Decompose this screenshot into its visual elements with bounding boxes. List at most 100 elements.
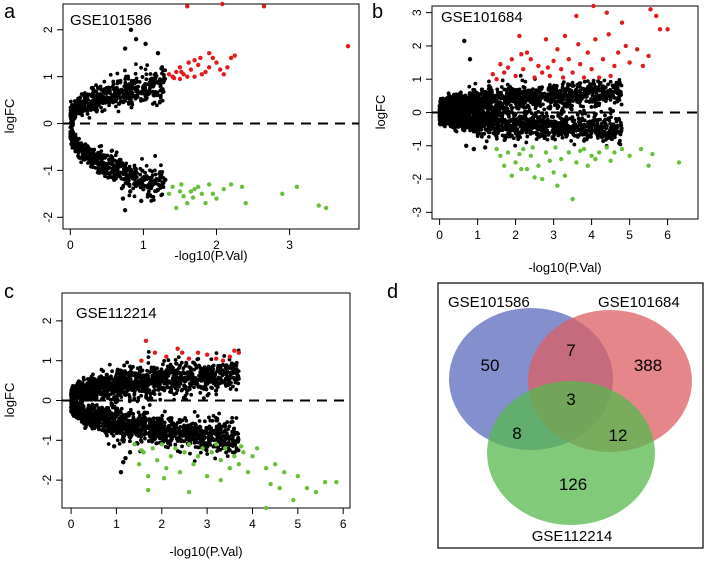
background-point — [127, 439, 132, 444]
background-point — [575, 82, 580, 87]
background-point — [133, 95, 138, 100]
background-point — [213, 456, 218, 461]
data-point-up-regulated — [578, 62, 583, 67]
background-point — [526, 89, 531, 93]
background-point — [443, 124, 447, 129]
background-point — [113, 96, 118, 101]
background-point — [115, 79, 120, 84]
data-point-up-regulated — [619, 20, 625, 25]
background-point — [506, 119, 511, 124]
background-point — [608, 127, 613, 131]
plot-title: GSE101586 — [70, 12, 152, 29]
background-point — [149, 175, 154, 180]
background-point — [566, 102, 570, 107]
background-point — [583, 132, 588, 137]
background-point — [459, 106, 464, 110]
data-point-up-regulated — [600, 57, 606, 62]
background-point — [146, 355, 151, 359]
background-point — [139, 65, 143, 70]
y-tick-label: 2 — [410, 42, 424, 49]
data-point-down-regulated — [179, 182, 184, 187]
data-point-up-regulated — [345, 43, 351, 49]
data-point-up-regulated — [665, 27, 670, 32]
background-point — [476, 107, 481, 112]
x-tick-label: 1 — [474, 228, 481, 242]
background-point — [154, 189, 159, 194]
background-point — [87, 116, 92, 120]
background-point — [77, 136, 81, 141]
background-point — [572, 142, 577, 147]
background-point — [576, 97, 581, 102]
background-point — [524, 123, 529, 128]
background-point — [581, 128, 585, 133]
background-point — [460, 125, 465, 129]
background-point — [70, 116, 75, 121]
data-point-up-regulated — [591, 3, 596, 9]
data-point-not-significant — [467, 57, 473, 62]
background-point — [132, 166, 137, 171]
background-point — [503, 133, 508, 138]
background-point — [134, 183, 139, 188]
background-point — [525, 103, 530, 108]
background-point — [152, 81, 156, 86]
data-point-down-regulated — [524, 166, 530, 172]
background-point — [460, 114, 465, 118]
data-point-down-regulated — [316, 203, 321, 208]
background-point — [117, 160, 122, 165]
y-tick-label: 3 — [410, 9, 424, 16]
background-point — [441, 105, 445, 110]
data-point-down-regulated — [532, 175, 537, 180]
x-tick-label: 2 — [213, 238, 220, 252]
data-point-up-regulated — [551, 58, 556, 64]
background-point — [147, 403, 152, 407]
background-point — [584, 99, 589, 104]
background-point — [553, 101, 558, 105]
data-point-up-regulated — [589, 67, 594, 72]
data-point-down-regulated — [608, 158, 613, 163]
y-tick-label: -1 — [41, 165, 55, 176]
background-point — [526, 109, 531, 114]
background-point — [618, 90, 623, 95]
background-point — [618, 129, 623, 134]
data-point-down-regulated — [604, 145, 609, 150]
background-point — [109, 161, 114, 165]
background-point — [128, 175, 133, 180]
background-point — [583, 88, 588, 93]
background-point — [134, 170, 138, 175]
data-point-not-significant — [471, 146, 476, 152]
background-point — [569, 138, 574, 143]
background-point — [106, 175, 110, 180]
background-point — [604, 126, 608, 131]
background-point — [73, 114, 77, 119]
background-point — [592, 86, 597, 91]
background-point — [122, 84, 127, 89]
background-point — [563, 89, 567, 94]
background-point — [125, 360, 130, 365]
background-point — [603, 113, 607, 118]
data-point-down-regulated — [553, 145, 558, 150]
background-point — [488, 103, 493, 107]
data-point-down-regulated — [206, 182, 212, 187]
background-point — [495, 125, 500, 130]
background-point — [446, 119, 450, 123]
background-point — [105, 161, 109, 166]
background-point — [97, 144, 102, 149]
data-point-up-regulated — [494, 77, 499, 82]
background-point — [157, 392, 162, 397]
background-point — [146, 189, 151, 194]
background-point — [97, 94, 101, 99]
data-point-down-regulated — [638, 146, 644, 152]
background-point — [115, 71, 120, 76]
background-point — [517, 134, 522, 139]
background-point — [480, 89, 484, 94]
background-point — [477, 115, 482, 119]
background-point — [72, 110, 77, 115]
background-point — [614, 119, 619, 124]
background-point — [113, 153, 118, 158]
background-point — [138, 166, 143, 171]
data-point-down-regulated — [574, 160, 579, 165]
data-point-down-regulated — [196, 184, 201, 190]
background-point — [587, 90, 591, 95]
background-point — [586, 114, 591, 119]
x-tick-label: 2 — [512, 228, 519, 242]
